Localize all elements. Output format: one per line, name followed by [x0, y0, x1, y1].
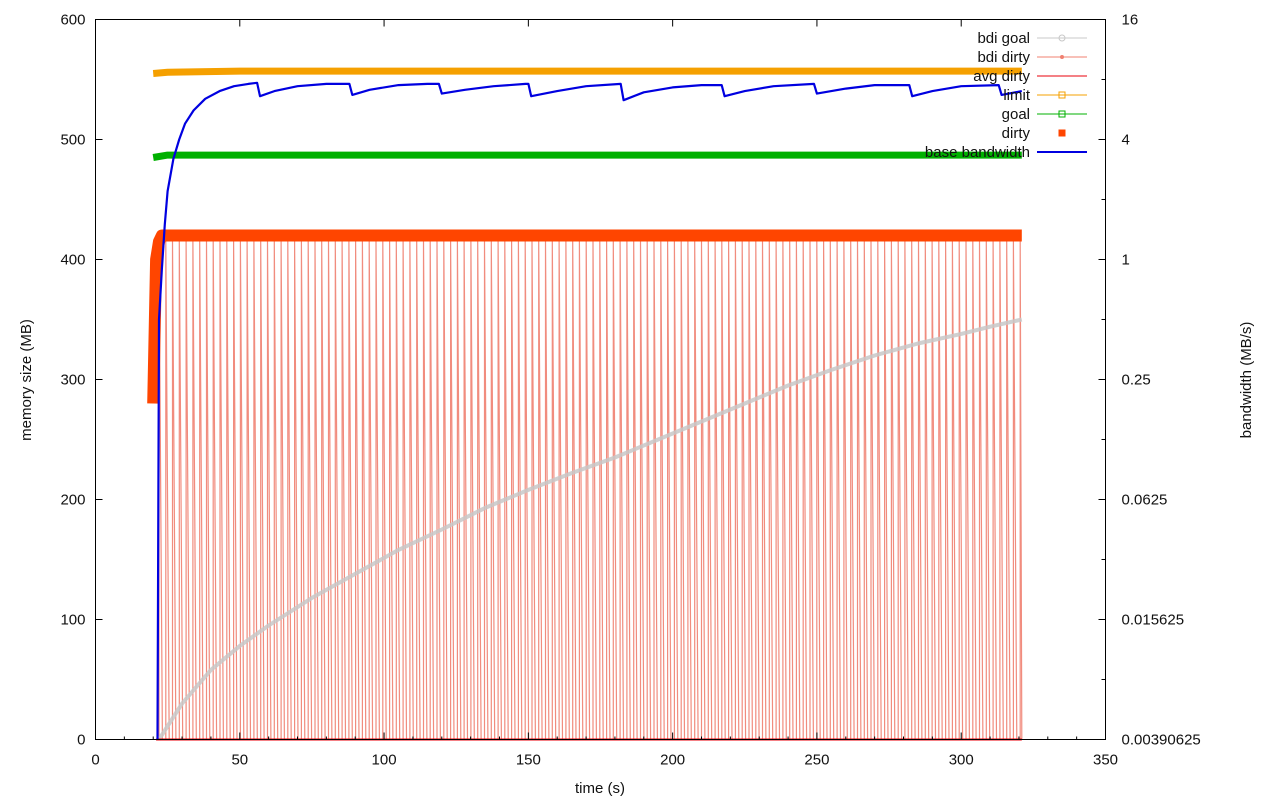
x-tick-label: 250 [804, 752, 829, 769]
legend: bdi goal bdi dirty avg dirty limit goal dirty… [925, 30, 1087, 161]
legend-marker [1058, 34, 1066, 42]
legend-label: dirty [1002, 125, 1031, 142]
y2-axis-label: bandwidth (MB/s) [1238, 322, 1255, 439]
legend-label: avg dirty [973, 68, 1030, 85]
y2-tick-label: 4 [1122, 132, 1130, 149]
y2-tick-label: 1 [1122, 252, 1130, 269]
y-tick-label: 300 [60, 372, 85, 389]
y-tick-label: 400 [60, 252, 85, 269]
legend-swatch [1058, 129, 1066, 137]
x-axis-label: time (s) [575, 780, 625, 797]
legend-marker [1060, 55, 1064, 59]
x-tick-label: 50 [231, 752, 248, 769]
y2-tick-label: 0.00390625 [1122, 732, 1201, 749]
series-dirty [147, 229, 1022, 404]
legend-label: limit [1003, 87, 1030, 104]
x-tick-label: 200 [660, 752, 685, 769]
y2-tick-label: 16 [1122, 12, 1139, 29]
y2-tick-label: 0.015625 [1122, 612, 1185, 629]
legend-label: base bandwidth [925, 144, 1030, 161]
y2-tick-label: 0.0625 [1122, 492, 1168, 509]
y-tick-label: 0 [77, 732, 85, 749]
ticks-layer: 0 50 100 150 200 250 300 350 0 100 200 300 400 500 600… [60, 12, 1200, 769]
series-layer [147, 67, 1023, 741]
y2-tick-label: 0.25 [1122, 372, 1151, 389]
y-tick-label: 200 [60, 492, 85, 509]
legend-label: bdi goal [977, 30, 1030, 47]
x-tick-label: 0 [91, 752, 99, 769]
y-tick-label: 600 [60, 12, 85, 29]
legend-label: goal [1002, 106, 1030, 123]
x-tick-label: 300 [949, 752, 974, 769]
x-tick-label: 350 [1093, 752, 1118, 769]
x-tick-label: 150 [516, 752, 541, 769]
series-limit [152, 67, 1022, 77]
y-axis-label: memory size (MB) [18, 319, 35, 441]
y-tick-label: 100 [60, 612, 85, 629]
legend-marker [1058, 91, 1066, 99]
x-tick-label: 100 [372, 752, 397, 769]
series-base-bandwidth [156, 81, 1023, 740]
legend-marker [1058, 110, 1066, 118]
series-goal [152, 151, 1022, 161]
series-bdi-goal [157, 317, 1023, 741]
y-tick-label: 500 [60, 132, 85, 149]
series-bdi-dirty [158, 241, 1023, 740]
legend-label: bdi dirty [977, 49, 1030, 66]
